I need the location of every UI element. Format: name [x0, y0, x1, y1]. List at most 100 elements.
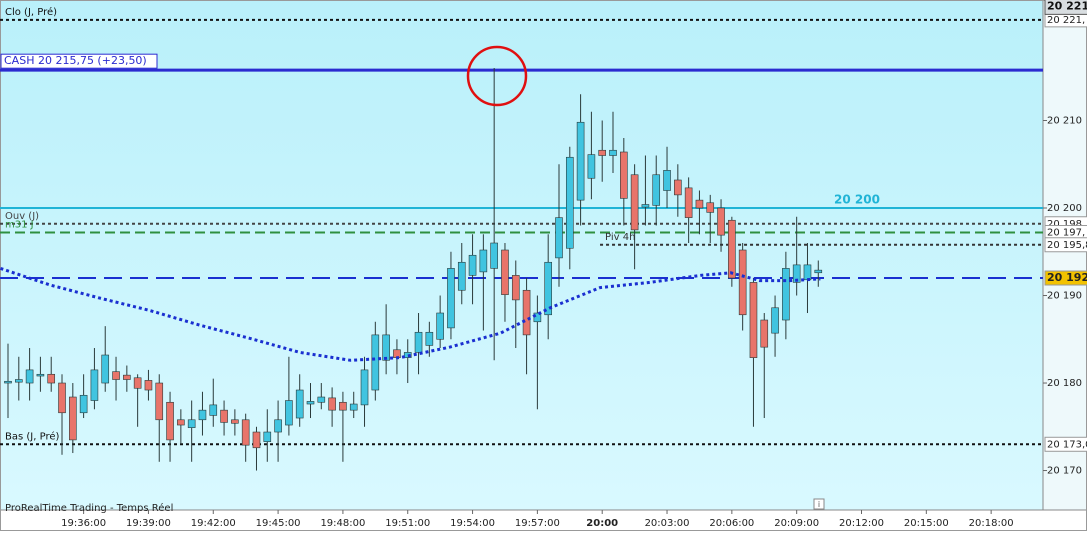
candle-body	[382, 334, 390, 361]
candle-body	[609, 149, 617, 156]
candle-body	[349, 403, 358, 411]
level-label: Bas (J, Pré)	[5, 430, 59, 442]
candle-body	[576, 121, 585, 201]
candle-body	[425, 331, 434, 346]
level-label: CASH 20 215,75 (+23,50)	[4, 54, 147, 67]
candle-body	[198, 409, 207, 421]
x-tick-label: 19:51:00	[385, 518, 430, 529]
price-axis	[1043, 0, 1087, 510]
x-tick-label: 20:18:00	[969, 518, 1014, 529]
y-tick-label: 20 170	[1047, 466, 1082, 477]
candle-body	[328, 397, 336, 411]
level-value-label: 20 200	[834, 193, 880, 207]
x-tick-label: 19:36:00	[61, 518, 106, 529]
candle-body	[263, 431, 272, 442]
candle-body	[803, 264, 812, 281]
candle-body	[231, 419, 239, 424]
candle-body	[738, 249, 747, 316]
info-icon[interactable]	[813, 498, 825, 510]
candle-body	[123, 374, 131, 380]
candle-body	[241, 419, 250, 446]
price-tag-label: 20 195,8	[1047, 240, 1087, 251]
x-tick-label: 19:39:00	[126, 518, 171, 529]
price-tag	[1044, 237, 1087, 253]
candle-body	[285, 400, 293, 426]
candle-body	[674, 179, 682, 196]
candle-body	[436, 312, 444, 340]
candle-body	[79, 394, 88, 414]
x-tick-label: 20:09:00	[774, 518, 819, 529]
x-tick-label: 20:03:00	[645, 518, 690, 529]
candle-body	[728, 219, 736, 279]
candle-body	[414, 331, 423, 353]
y-tick-label: 20 190	[1047, 291, 1082, 302]
candle-body	[663, 170, 671, 191]
level-label: Clo (J, Pré)	[5, 6, 57, 18]
candle-body	[69, 396, 77, 441]
candle-body	[4, 380, 12, 384]
info-icon-glyph[interactable]: i	[818, 500, 820, 509]
candle-body	[544, 261, 552, 316]
candle-body	[306, 401, 315, 405]
candle-body	[792, 264, 801, 283]
candle-body	[209, 404, 218, 416]
candle-body	[468, 254, 477, 276]
candle-body	[565, 156, 574, 249]
candle-body	[371, 334, 380, 391]
candle-body	[25, 369, 34, 384]
candle-body	[760, 319, 769, 348]
candle-body	[360, 369, 369, 406]
candle-body	[133, 377, 142, 389]
y-tick-label: 20 180	[1047, 378, 1082, 389]
candle-body	[187, 419, 196, 428]
candle-body	[47, 373, 56, 384]
candle-body	[771, 307, 779, 334]
level-label: Ouv (J)	[5, 211, 39, 222]
plot-area	[0, 0, 1043, 510]
candle-body	[36, 373, 45, 377]
candle-body	[155, 382, 164, 421]
level-label: Piv 4h	[605, 232, 635, 243]
x-tick-label: 19:48:00	[320, 518, 365, 529]
candle-body	[58, 382, 66, 414]
price-tag-label: 20 173,0	[1047, 439, 1087, 450]
candle-body	[339, 401, 347, 411]
candle-body	[144, 380, 153, 391]
candle-body	[166, 401, 174, 441]
highlight-circle	[466, 45, 528, 107]
x-tick-label: 19:54:00	[450, 518, 495, 529]
price-tag-label: 20 221,	[1047, 15, 1085, 26]
candle-body	[479, 249, 488, 273]
candle-body	[511, 275, 520, 301]
level-label-box	[0, 53, 158, 69]
candle-body	[220, 409, 228, 423]
y-tick-label: 20 200	[1047, 203, 1082, 214]
candle-body	[457, 261, 466, 291]
x-tick-label: 20:15:00	[904, 518, 949, 529]
candle-body	[684, 187, 693, 218]
candle-body	[490, 242, 498, 269]
candle-body	[641, 204, 650, 208]
x-tick-label: 19:57:00	[515, 518, 560, 529]
candle-body	[101, 354, 110, 384]
price-tag	[1044, 436, 1087, 452]
x-tick-label: 20:12:00	[839, 518, 884, 529]
candle-body	[555, 217, 563, 259]
candle-body	[652, 174, 661, 206]
x-tick-label: 20:00	[586, 518, 618, 529]
candle-body	[717, 207, 725, 236]
candle-body	[177, 419, 185, 426]
price-tag-label: 20 198,	[1047, 219, 1085, 230]
candle-body	[317, 396, 326, 403]
candle-body	[112, 371, 120, 380]
candle-body	[814, 269, 823, 274]
candle-body	[274, 419, 282, 433]
price-tag-label: 20 221	[1047, 0, 1087, 12]
price-tag	[1044, 0, 1087, 15]
x-tick-label: 19:45:00	[256, 518, 301, 529]
candle-body	[295, 389, 304, 419]
candle-body	[782, 268, 790, 321]
candle-body	[252, 431, 261, 449]
candle-body	[749, 282, 758, 358]
